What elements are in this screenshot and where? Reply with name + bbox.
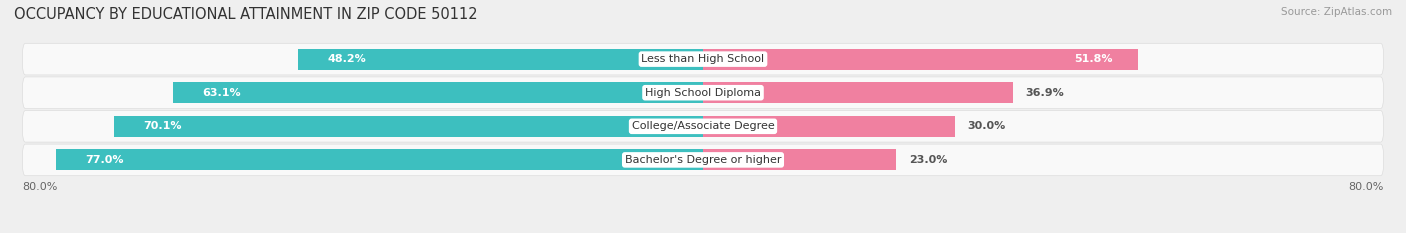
Text: 23.0%: 23.0% [908,155,948,165]
FancyBboxPatch shape [22,144,1384,176]
Text: 77.0%: 77.0% [86,155,124,165]
Text: Bachelor's Degree or higher: Bachelor's Degree or higher [624,155,782,165]
Text: 48.2%: 48.2% [328,54,366,64]
Bar [56,150,703,170]
Bar [703,49,1139,69]
Text: 70.1%: 70.1% [143,121,181,131]
Text: Source: ZipAtlas.com: Source: ZipAtlas.com [1281,7,1392,17]
Text: 36.9%: 36.9% [1025,88,1064,98]
Text: 80.0%: 80.0% [1348,182,1384,192]
Bar [703,116,955,137]
Bar [173,82,703,103]
Text: 30.0%: 30.0% [967,121,1005,131]
FancyBboxPatch shape [22,110,1384,142]
Text: OCCUPANCY BY EDUCATIONAL ATTAINMENT IN ZIP CODE 50112: OCCUPANCY BY EDUCATIONAL ATTAINMENT IN Z… [14,7,478,22]
Bar [298,49,703,69]
Bar [703,150,896,170]
Text: 63.1%: 63.1% [202,88,240,98]
FancyBboxPatch shape [22,43,1384,75]
FancyBboxPatch shape [22,77,1384,109]
Text: High School Diploma: High School Diploma [645,88,761,98]
Bar [703,82,1012,103]
Text: Less than High School: Less than High School [641,54,765,64]
Text: 80.0%: 80.0% [22,182,58,192]
Text: 51.8%: 51.8% [1074,54,1114,64]
Bar [114,116,703,137]
Text: College/Associate Degree: College/Associate Degree [631,121,775,131]
